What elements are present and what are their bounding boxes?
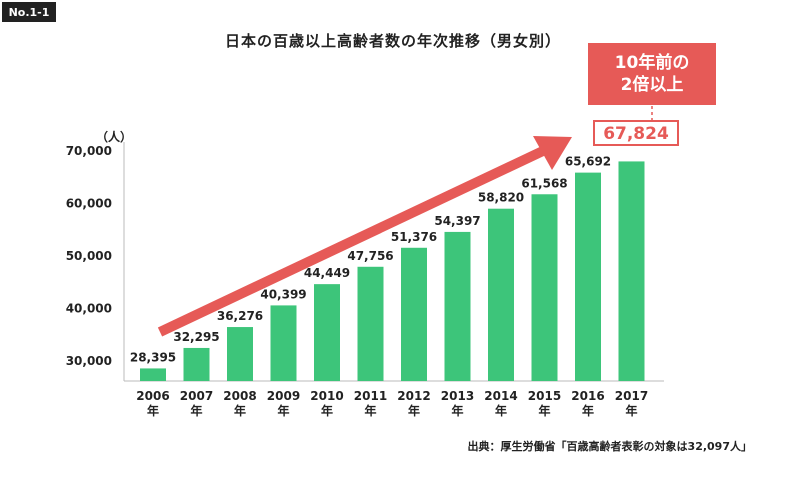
bar <box>531 194 558 381</box>
highlight-value-box <box>593 120 679 146</box>
trend-arrow-shaft <box>157 145 548 337</box>
callout-box: 10年前の 2倍以上 <box>588 43 716 105</box>
x-tick-year: 2010 <box>310 389 343 403</box>
x-tick-suffix: 年 <box>321 403 333 418</box>
x-tick-suffix: 年 <box>625 403 637 418</box>
x-tick-year: 2007 <box>180 389 213 403</box>
x-tick-year: 2006 <box>136 389 169 403</box>
bar-value-label: 28,395 <box>130 350 176 364</box>
bar <box>227 327 253 381</box>
x-tick-year: 2017 <box>615 389 648 403</box>
source-note: 出典：厚生労働省「百歳高齢者表彰の対象は32,097人」 <box>467 440 752 453</box>
bar-value-label: 61,568 <box>521 176 567 190</box>
trend-arrow-head <box>533 136 572 170</box>
bar <box>140 368 166 381</box>
bar-value-label: 32,295 <box>173 330 219 344</box>
bar <box>314 284 340 381</box>
y-tick-label: 50,000 <box>66 249 112 263</box>
callout-line1: 10年前の <box>614 53 690 73</box>
bar-value-label: 47,756 <box>347 249 393 263</box>
bar <box>183 347 210 381</box>
bar <box>488 208 514 381</box>
bar <box>270 305 297 381</box>
x-tick-year: 2014 <box>484 389 517 403</box>
bar-value-label: 40,399 <box>260 287 306 301</box>
x-tick-year: 2011 <box>354 389 387 403</box>
callout-line2: 2倍以上 <box>620 75 684 95</box>
x-tick-suffix: 年 <box>408 403 420 418</box>
x-tick-suffix: 年 <box>451 403 463 418</box>
x-tick-suffix: 年 <box>538 403 550 418</box>
x-tick-year: 2013 <box>441 389 474 403</box>
bar <box>618 161 645 381</box>
x-tick-year: 2016 <box>571 389 604 403</box>
y-tick-label: 30,000 <box>66 354 112 368</box>
bar-value-label: 54,397 <box>434 214 480 228</box>
x-tick-year: 2009 <box>267 389 300 403</box>
y-tick-label: 60,000 <box>66 197 112 211</box>
bar <box>357 266 384 381</box>
x-tick-year: 2015 <box>528 389 561 403</box>
y-tick-label: 70,000 <box>66 144 112 158</box>
x-tick-suffix: 年 <box>234 403 246 418</box>
bar-value-label: 36,276 <box>217 309 263 323</box>
y-tick-label: 40,000 <box>66 302 112 316</box>
x-tick-year: 2012 <box>397 389 430 403</box>
x-tick-suffix: 年 <box>495 403 507 418</box>
bar-value-label: 44,449 <box>304 266 350 280</box>
x-tick-suffix: 年 <box>364 403 376 418</box>
x-tick-suffix: 年 <box>147 403 159 418</box>
x-tick-suffix: 年 <box>582 403 594 418</box>
bar-value-label: 51,376 <box>391 230 437 244</box>
x-tick-year: 2008 <box>223 389 256 403</box>
bar <box>444 231 471 381</box>
y-unit-label: （人） <box>96 129 132 144</box>
chart-title: 日本の百歳以上高齢者数の年次推移（男女別） <box>224 32 561 50</box>
highlight-value-label: 67,824 <box>603 124 669 144</box>
figure-number-badge: No.1-1 <box>2 2 56 22</box>
x-tick-suffix: 年 <box>190 403 202 418</box>
bar-value-label: 65,692 <box>565 155 611 169</box>
bar-value-label: 58,820 <box>478 191 524 205</box>
bar <box>575 172 601 381</box>
x-tick-suffix: 年 <box>277 403 289 418</box>
bar <box>401 247 427 381</box>
